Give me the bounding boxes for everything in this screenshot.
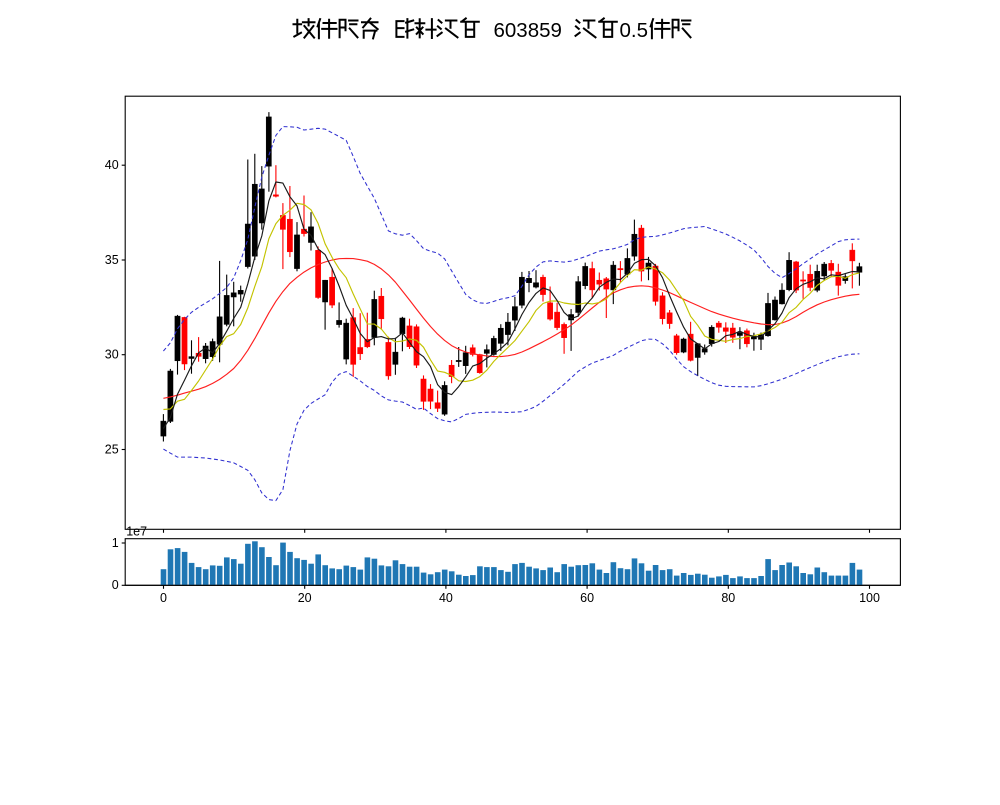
svg-text:1: 1 [112, 536, 119, 550]
svg-text:80: 80 [721, 591, 735, 605]
svg-text:0.5: 0.5 [620, 19, 649, 42]
svg-text:40: 40 [105, 158, 119, 172]
svg-text:0: 0 [160, 591, 167, 605]
svg-text:0: 0 [112, 578, 119, 592]
svg-text:40: 40 [439, 591, 453, 605]
svg-text:20: 20 [298, 591, 312, 605]
svg-text:1e7: 1e7 [126, 525, 147, 539]
svg-text:60: 60 [580, 591, 594, 605]
svg-text:603859: 603859 [494, 19, 562, 42]
svg-text:30: 30 [105, 347, 119, 361]
svg-text:25: 25 [105, 442, 119, 456]
svg-text:100: 100 [859, 591, 880, 605]
svg-text:35: 35 [105, 253, 119, 267]
